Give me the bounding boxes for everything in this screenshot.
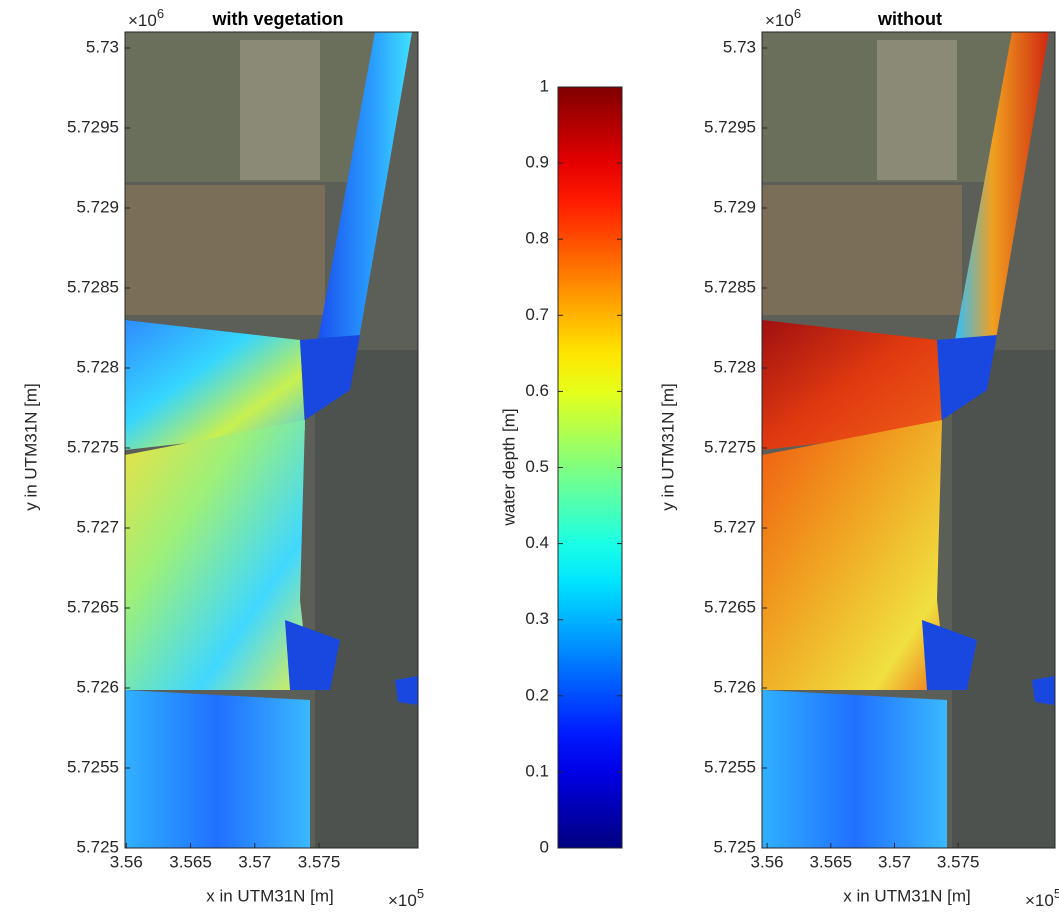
colorbar-tick-label: 0.8	[525, 229, 549, 248]
colorbar-tick-label: 0.2	[525, 685, 549, 704]
y-tick-label: 5.7265	[704, 597, 756, 616]
multiplier-base: ×10	[1025, 891, 1054, 910]
map-image	[762, 32, 1055, 848]
y-tick-label: 5.729	[76, 197, 119, 216]
axis-multiplier: ×105	[1025, 886, 1059, 910]
chart-title: without	[877, 9, 942, 29]
y-tick-label: 5.73	[86, 37, 119, 56]
multiplier-base: ×10	[388, 891, 417, 910]
colorbar-tick-label: 0	[540, 837, 549, 856]
axes-frame	[124, 31, 419, 849]
y-tick-label: 5.728	[713, 357, 756, 376]
x-tick-label: 3.575	[937, 852, 980, 871]
y-axis-label: y in UTM31N [m]	[21, 383, 40, 511]
colorbar-tick-label: 0.7	[525, 305, 549, 324]
colorbar	[557, 86, 623, 849]
multiplier-exponent: 5	[417, 886, 424, 901]
y-tick-label: 5.725	[76, 837, 119, 856]
y-axis-label: y in UTM31N [m]	[658, 383, 677, 511]
y-tick-label: 5.7285	[704, 277, 756, 296]
x-tick-label: 3.565	[169, 852, 212, 871]
x-tick-label: 3.57	[238, 852, 271, 871]
y-tick-label: 5.73	[723, 37, 756, 56]
colorbar-tick-label: 0.5	[525, 457, 549, 476]
y-tick-label: 5.7265	[67, 597, 119, 616]
y-tick-label: 5.727	[713, 517, 756, 536]
y-tick-label: 5.728	[76, 357, 119, 376]
multiplier-exponent: 6	[794, 6, 801, 21]
multiplier-base: ×10	[128, 11, 157, 30]
x-tick-label: 3.56	[110, 852, 143, 871]
x-tick-label: 3.575	[298, 852, 341, 871]
y-tick-label: 5.7295	[67, 117, 119, 136]
colorbar-tick-label: 0.4	[525, 533, 549, 552]
y-tick-label: 5.7295	[704, 117, 756, 136]
x-tick-label: 3.565	[810, 852, 853, 871]
y-tick-label: 5.726	[76, 677, 119, 696]
multiplier-exponent: 5	[1054, 886, 1059, 901]
axis-multiplier: ×105	[388, 886, 424, 910]
colorbar-tick-label: 0.3	[525, 609, 549, 628]
multiplier-exponent: 6	[157, 6, 164, 21]
x-tick-label: 3.57	[878, 852, 911, 871]
y-tick-label: 5.7255	[704, 757, 756, 776]
axis-multiplier: ×106	[765, 6, 801, 30]
y-tick-label: 5.725	[713, 837, 756, 856]
map-image	[125, 32, 418, 848]
y-tick-label: 5.7275	[67, 437, 119, 456]
chart-title: with vegetation	[211, 9, 343, 29]
colorbar-tick-label: 0.6	[525, 381, 549, 400]
colorbar-tick-label: 0.9	[525, 153, 549, 172]
colorbar-tick-label: 0.1	[525, 761, 549, 780]
colorbar-label: water depth [m]	[499, 408, 518, 526]
colorbar-tick-label: 1	[540, 76, 549, 95]
axis-multiplier: ×106	[128, 6, 164, 30]
y-tick-label: 5.727	[76, 517, 119, 536]
y-tick-label: 5.726	[713, 677, 756, 696]
axes-frame	[761, 31, 1056, 849]
y-tick-label: 5.7275	[704, 437, 756, 456]
y-tick-label: 5.7285	[67, 277, 119, 296]
y-tick-label: 5.729	[713, 197, 756, 216]
y-tick-label: 5.7255	[67, 757, 119, 776]
x-axis-label: x in UTM31N [m]	[843, 886, 971, 905]
multiplier-base: ×10	[765, 11, 794, 30]
x-axis-label: x in UTM31N [m]	[206, 886, 334, 905]
x-tick-label: 3.56	[751, 852, 784, 871]
